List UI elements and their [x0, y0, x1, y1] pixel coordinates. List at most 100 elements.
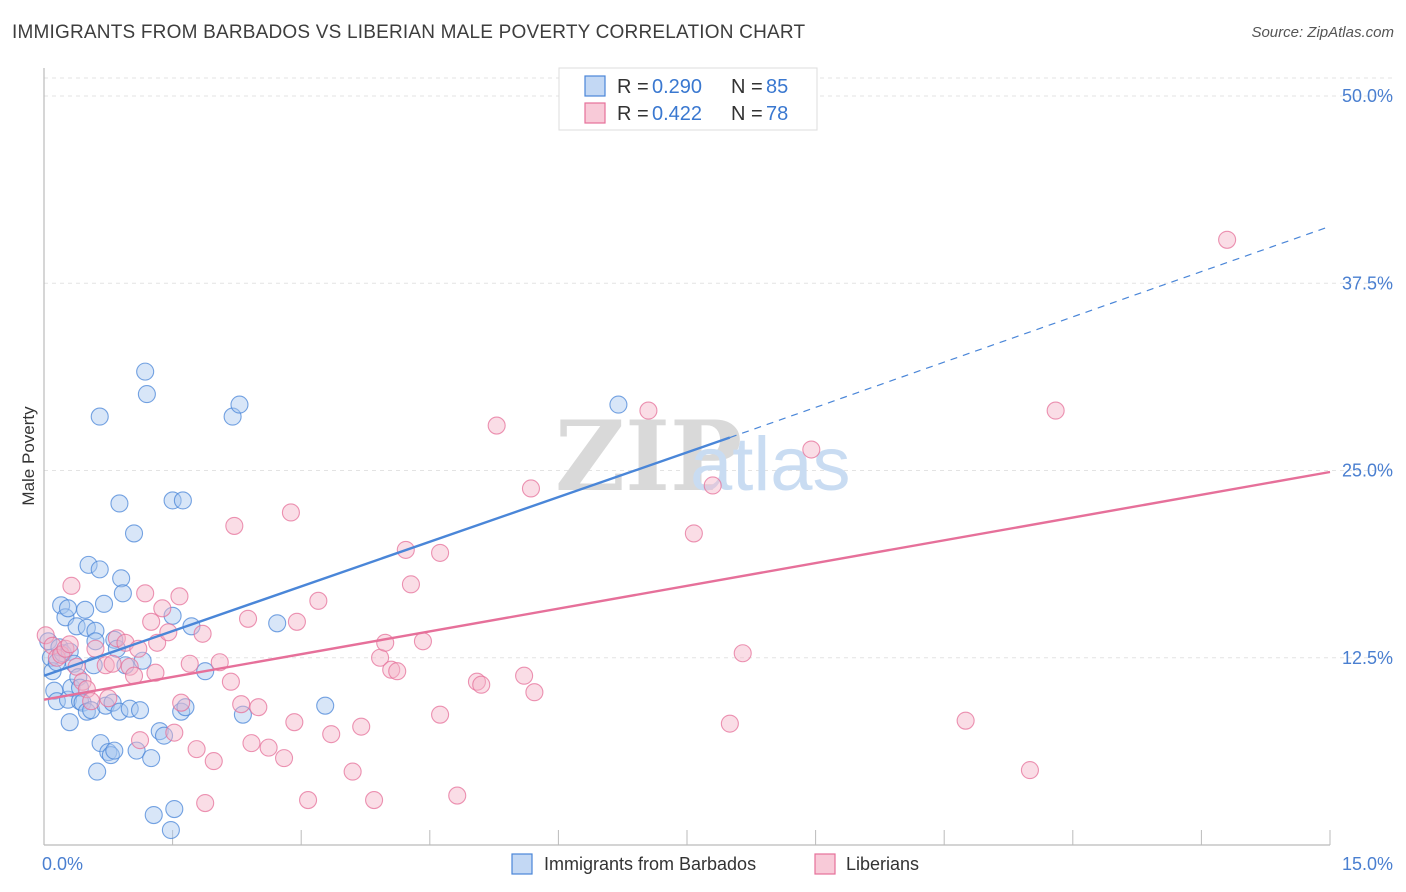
scatter-point [487, 416, 506, 435]
scatter-point [86, 632, 105, 651]
scatter-point [144, 805, 163, 825]
stats-legend-r-value-barbados: 0.290 [652, 76, 702, 98]
scatter-point [448, 786, 467, 805]
stats-legend: R = 0.290 N = 85 R = 0.422 N = 78 [558, 67, 818, 131]
scatter-point [204, 752, 223, 771]
scatter-point [1218, 230, 1237, 249]
scatter-point [62, 576, 81, 595]
scatter-point [136, 584, 155, 603]
scatter-point [316, 696, 335, 715]
scatter-point [161, 820, 180, 840]
scatter-point [515, 666, 534, 685]
stats-legend-n-label-liberians: N = [731, 103, 763, 125]
scatter-point [720, 714, 739, 733]
scatter-point [401, 575, 420, 594]
series-legend: Immigrants from Barbados Liberians [511, 853, 919, 875]
scatter-point [170, 587, 189, 606]
stats-legend-n-value-liberians: 78 [766, 103, 788, 125]
scatter-point [242, 734, 261, 753]
scatter-point [196, 794, 215, 813]
scatter-point [249, 698, 268, 717]
scatter-point [343, 762, 362, 781]
scatter-point [365, 791, 384, 810]
stats-legend-r-label-liberians: R = [617, 103, 649, 125]
scatter-point [187, 740, 206, 759]
grid-lines [44, 77, 1396, 659]
scatter-point [105, 741, 124, 760]
x-tick-labels: 0.0% 15.0% [42, 854, 1393, 874]
scatter-point [107, 629, 126, 648]
scatter-point [287, 612, 306, 631]
series-legend-label-barbados: Immigrants from Barbados [544, 854, 756, 874]
scatter-point [90, 407, 109, 426]
scatter-point [1020, 761, 1039, 780]
scatter-point [322, 725, 341, 744]
scatter-point [221, 672, 240, 691]
scatter-point [165, 799, 184, 819]
y-tick-label: 12.5% [1342, 648, 1393, 668]
scatter-point [609, 395, 628, 414]
scatter-point [112, 569, 131, 588]
scatter-point [58, 599, 78, 618]
chart-title: IMMIGRANTS FROM BARBADOS VS LIBERIAN MAL… [12, 22, 806, 43]
scatter-point [124, 524, 144, 543]
scatter-point [99, 743, 118, 762]
scatter-point [1046, 401, 1065, 420]
stats-legend-n-label-barbados: N = [731, 76, 763, 98]
scatter-point [90, 560, 109, 579]
scatter-point [86, 621, 105, 640]
scatter-point [413, 632, 432, 651]
scatter-point [431, 543, 450, 562]
scatter-point [163, 606, 182, 625]
scatter-point [684, 524, 703, 543]
scatter-point [130, 701, 150, 720]
scatter-point [703, 476, 722, 495]
scatter-point [802, 440, 821, 459]
y-axis-label: Male Poverty [19, 406, 38, 506]
scatter-point [173, 491, 192, 510]
series-barbados-points [39, 362, 628, 840]
scatter-point [110, 494, 129, 513]
scatter-point [225, 516, 244, 535]
scatter-point [285, 713, 304, 732]
scatter-point [50, 638, 69, 657]
scatter-point [36, 626, 55, 645]
scatter-point [88, 762, 107, 781]
scatter-point [142, 749, 161, 768]
scatter-point [268, 614, 287, 633]
scatter-point [146, 663, 165, 682]
scatter-point [956, 711, 975, 730]
scatter-point [639, 401, 658, 420]
scatter-point [259, 738, 278, 757]
trend-line [43, 470, 1331, 701]
scatter-point [60, 713, 79, 732]
scatter-point [472, 675, 491, 694]
scatter-point [103, 654, 122, 673]
stats-legend-swatch-liberians [584, 102, 606, 124]
scatter-point [153, 599, 172, 618]
trend-line-extension [729, 225, 1331, 439]
scatter-point [431, 705, 450, 724]
scatter-point [733, 644, 752, 663]
scatter-point [281, 503, 300, 522]
watermark: ZIP atlas [555, 400, 851, 513]
scatter-point [110, 702, 129, 721]
trend-line [43, 436, 731, 677]
scatter-point [525, 683, 544, 702]
scatter-point [82, 692, 101, 711]
series-legend-label-liberians: Liberians [846, 854, 919, 874]
stats-legend-n-value-barbados: 85 [766, 76, 788, 98]
scatter-point [136, 362, 155, 381]
scatter-point [238, 609, 258, 628]
scatter-point [388, 662, 407, 681]
scatter-point [210, 653, 229, 672]
scatter-point [382, 660, 401, 679]
y-tick-label: 25.0% [1342, 461, 1393, 481]
scatter-point [130, 731, 150, 750]
y-tick-label: 37.5% [1342, 273, 1393, 293]
scatter-point [60, 635, 79, 654]
chart-source: Source: ZipAtlas.com [1251, 24, 1394, 41]
x-tick-label: 15.0% [1342, 854, 1393, 874]
scatter-point [127, 741, 146, 760]
